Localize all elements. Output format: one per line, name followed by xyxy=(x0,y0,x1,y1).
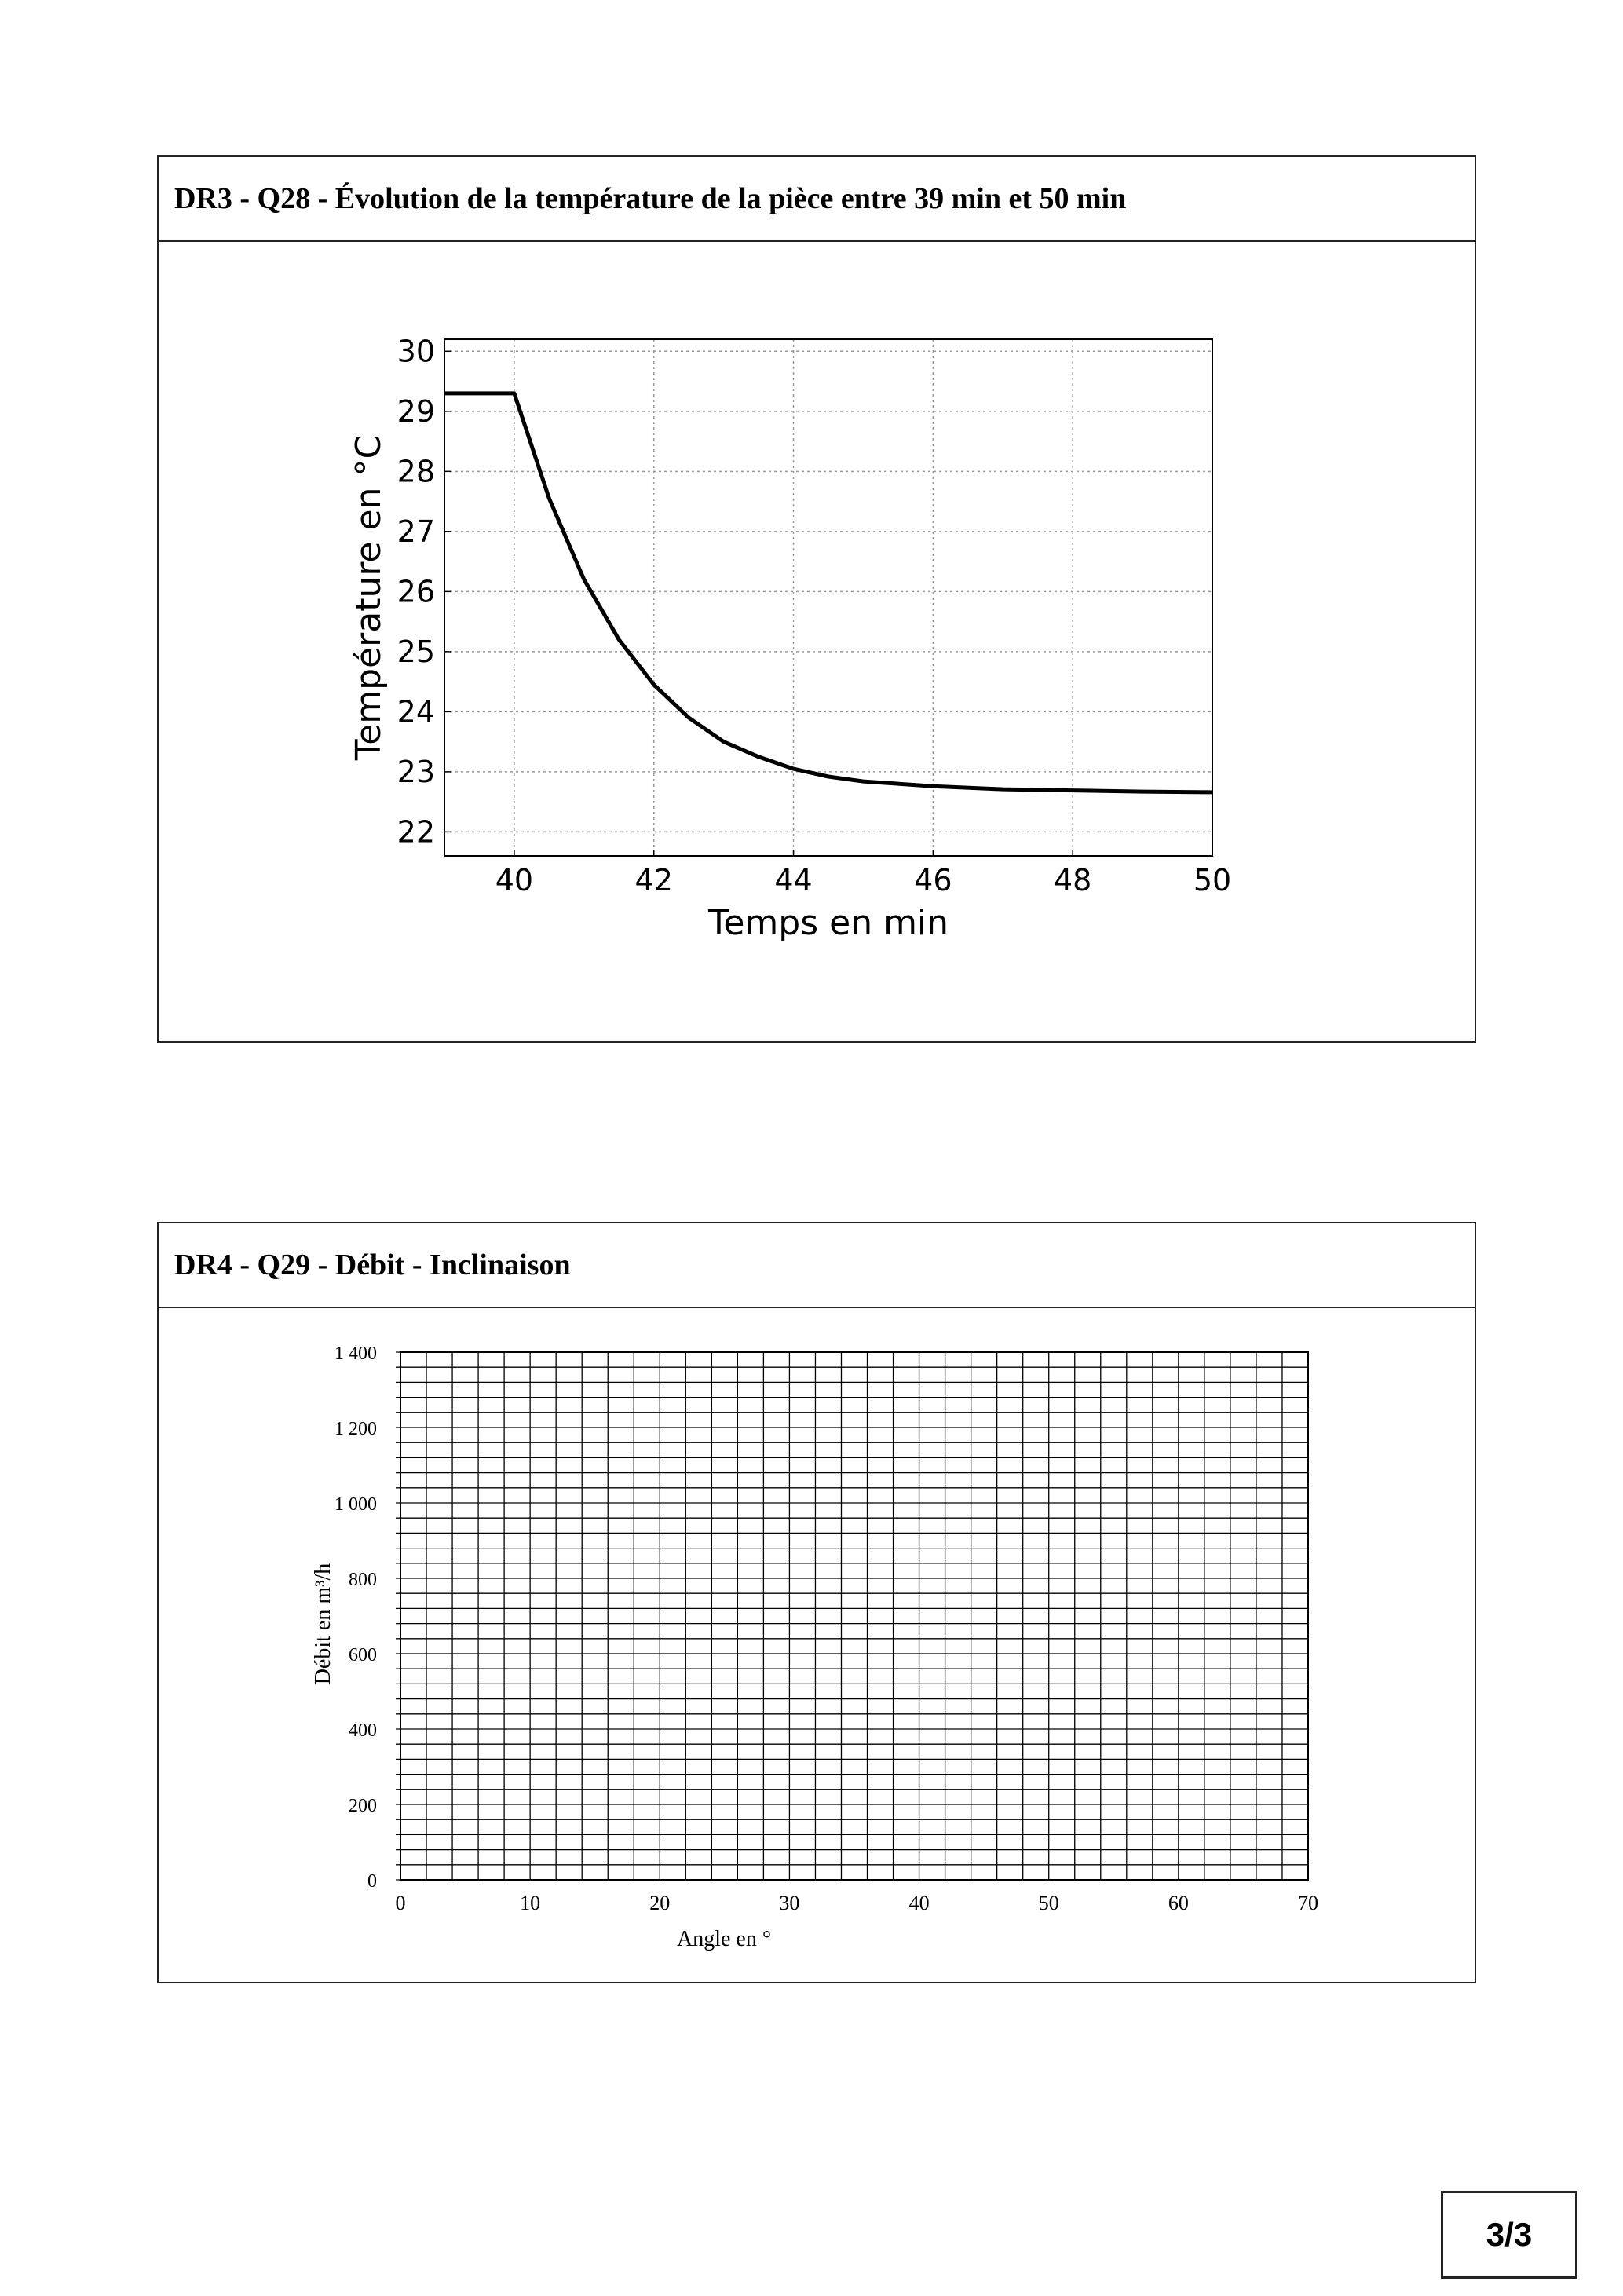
x-tick-label: 0 xyxy=(396,1892,406,1914)
y-tick-label: 24 xyxy=(397,694,435,729)
x-tick-label: 50 xyxy=(1039,1892,1059,1914)
x-tick-label: 70 xyxy=(1298,1892,1318,1914)
x-tick-label: 40 xyxy=(909,1892,930,1914)
page-number: 3/3 xyxy=(1441,2191,1577,2279)
dr4-chart-area: 0 10 20 30 40 50 60 70 0 200 400 600 800 1 000 1 200 1 … xyxy=(159,1308,1475,1986)
flow-angle-grid-chart: 0 10 20 30 40 50 60 70 0 200 400 600 800 1 000 1 200 1 … xyxy=(311,1344,1318,1951)
plot-frame xyxy=(444,338,1213,857)
x-tick-label: 30 xyxy=(779,1892,799,1914)
temperature-chart: 40 42 44 46 48 50 22 23 24 25 26 27 28 29 30 Temps en m… xyxy=(349,334,1231,943)
y-tick-label: 23 xyxy=(397,755,435,789)
y-tick-label: 200 xyxy=(349,1796,377,1816)
dr3-panel: DR3 - Q28 - Évolution de la température … xyxy=(157,155,1476,1043)
dr4-panel-title: DR4 - Q29 - Débit - Inclinaison xyxy=(159,1223,1475,1308)
temperature-curve xyxy=(444,391,1213,795)
x-tick-label: 10 xyxy=(520,1892,540,1914)
x-tick-label: 20 xyxy=(649,1892,670,1914)
x-tick-label: 48 xyxy=(1054,863,1091,898)
y-tick-label: 600 xyxy=(349,1645,377,1665)
x-tick-label: 44 xyxy=(774,863,812,898)
y-tick-label: 1 400 xyxy=(334,1344,377,1364)
dr3-chart-area: 40 42 44 46 48 50 22 23 24 25 26 27 28 29 30 Temps en m… xyxy=(159,242,1475,1045)
x-axis-label: Temps en min xyxy=(707,903,949,943)
y-tick-label: 0 xyxy=(367,1871,377,1892)
y-tick-label: 25 xyxy=(397,634,435,669)
y-tick-label: 400 xyxy=(349,1720,377,1741)
y-tick-label: 30 xyxy=(397,334,435,368)
x-tick-label: 42 xyxy=(635,863,673,898)
y-tick-label: 26 xyxy=(397,574,435,609)
y-tick-label: 800 xyxy=(349,1570,377,1590)
dr3-panel-title: DR3 - Q28 - Évolution de la température … xyxy=(159,157,1475,242)
x-axis-label: Angle en ° xyxy=(677,1927,771,1951)
y-axis-label: Débit en m³/h xyxy=(311,1563,335,1685)
y-tick-label: 22 xyxy=(397,814,435,849)
y-tick-label: 28 xyxy=(397,454,435,488)
plot-frame xyxy=(400,1351,1309,1881)
dr4-panel: DR4 - Q29 - Débit - Inclinaison 0 10 20 30 4… xyxy=(157,1222,1476,1983)
x-tick-label: 50 xyxy=(1193,863,1231,898)
y-tick-label: 1 000 xyxy=(334,1494,377,1515)
y-tick-label: 29 xyxy=(397,394,435,429)
y-axis-label: Température en °C xyxy=(349,435,389,761)
x-tick-label: 40 xyxy=(495,863,533,898)
y-tick-label: 1 200 xyxy=(334,1419,377,1439)
y-tick-label: 27 xyxy=(397,514,435,549)
x-tick-label: 46 xyxy=(914,863,952,898)
x-tick-label: 60 xyxy=(1168,1892,1189,1914)
